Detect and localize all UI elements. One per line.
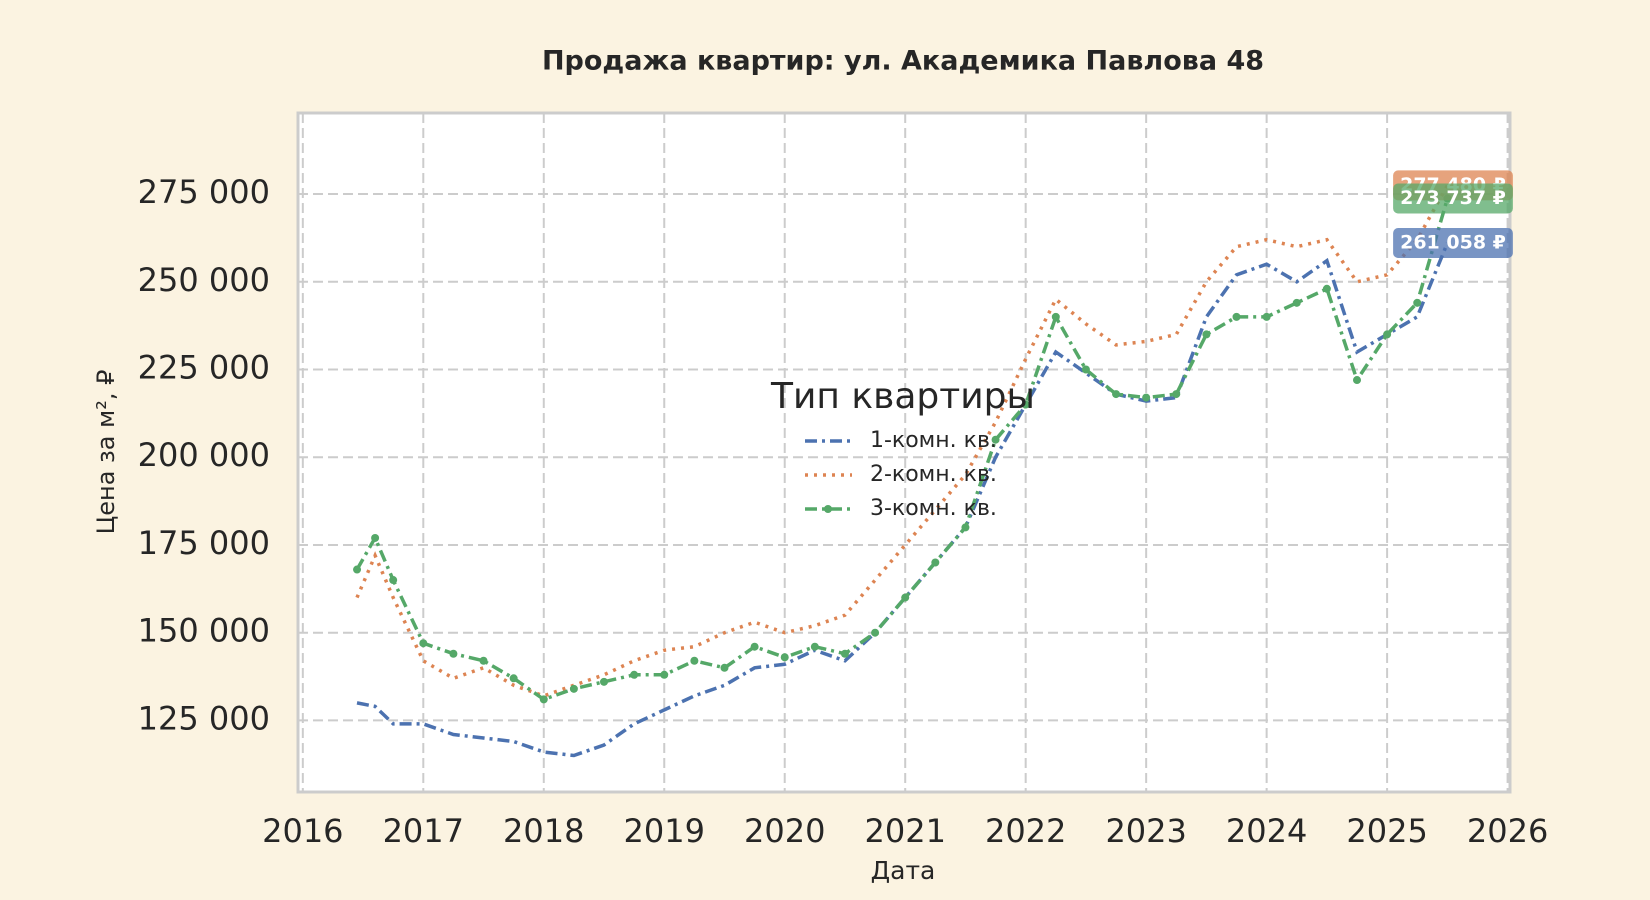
labels: 125 000 150 000 175 000 200 000 225 000 250 0… [138,170,1548,850]
point-marker [1413,298,1422,307]
point-marker [1051,312,1060,321]
point-marker [1081,365,1090,374]
point-marker [509,674,518,683]
x-tick-label: 2021 [864,812,945,850]
x-tick-label: 2026 [1467,812,1548,850]
point-marker [479,656,488,665]
end-label: 261 058 ₽ [1393,227,1513,258]
point-marker [1112,390,1121,399]
x-tick-label: 2025 [1346,812,1427,850]
point-marker [1142,393,1151,402]
point-marker [810,642,819,651]
y-tick-label: 150 000 [138,612,270,650]
y-tick-label: 225 000 [138,349,270,387]
x-tick-label: 2017 [383,812,464,850]
point-marker [901,593,910,602]
point-marker [630,670,639,679]
point-marker [1352,376,1361,385]
legend-label: 3-комн. кв. [870,496,997,521]
lines [353,184,1452,758]
point-marker [871,628,880,637]
end-label-text: 261 058 ₽ [1400,231,1506,253]
point-marker [353,565,362,574]
point-marker [931,558,940,567]
end-label-box [1393,227,1513,258]
point-marker [690,656,699,665]
point-marker [1021,400,1030,409]
point-marker [600,677,609,686]
legend-label: 2-комн. кв. [870,462,997,487]
point-marker [1292,298,1301,307]
y-tick-label: 125 000 [138,699,270,737]
point-marker [1322,284,1331,293]
plot-area [296,111,1512,794]
point-marker [371,533,380,542]
point-marker [961,523,970,532]
y-tick-label: 250 000 [138,261,270,299]
legend: Тип квартиры 1-комн. кв. 2-комн. кв. 3-ком… [770,376,1035,521]
point-marker [1232,312,1241,321]
point-marker [1383,330,1392,339]
series-line [355,198,1450,702]
chart-title: Продажа квартир: ул. Академика Павлова 4… [542,46,1264,77]
point-marker [1172,390,1181,399]
x-tick-label: 2022 [985,812,1066,850]
legend-title: Тип квартиры [770,376,1035,417]
point-marker [539,695,548,704]
point-marker [840,649,849,658]
grid [298,113,1510,792]
y-tick-label: 275 000 [138,173,270,211]
y-tick-label: 200 000 [138,436,270,474]
end-label-box [1393,183,1513,214]
x-tick-label: 2023 [1105,812,1186,850]
point-marker [720,663,729,672]
point-marker [750,642,759,651]
x-axis-label: Дата [871,856,936,885]
end-label: 273 737 ₽ [1393,183,1513,214]
point-marker [449,649,458,658]
point-marker [389,576,398,585]
point-marker [991,435,1000,444]
y-tick-label: 175 000 [138,524,270,562]
series-line [356,242,1450,758]
x-tick-label: 2024 [1226,812,1307,850]
legend-label: 1-комн. кв. [870,428,997,453]
y-axis-label: Цена за м², ₽ [92,370,120,535]
point-marker [569,684,578,693]
point-marker [1262,312,1271,321]
point-marker [419,639,428,648]
x-tick-label: 2016 [262,812,343,850]
point-marker [660,670,669,679]
point-marker [1202,330,1211,339]
legend-marker [824,505,832,513]
x-tick-label: 2018 [503,812,584,850]
x-tick-label: 2020 [744,812,825,850]
x-tick-label: 2019 [624,812,705,850]
end-label-text: 273 737 ₽ [1400,187,1506,209]
point-marker [780,653,789,662]
